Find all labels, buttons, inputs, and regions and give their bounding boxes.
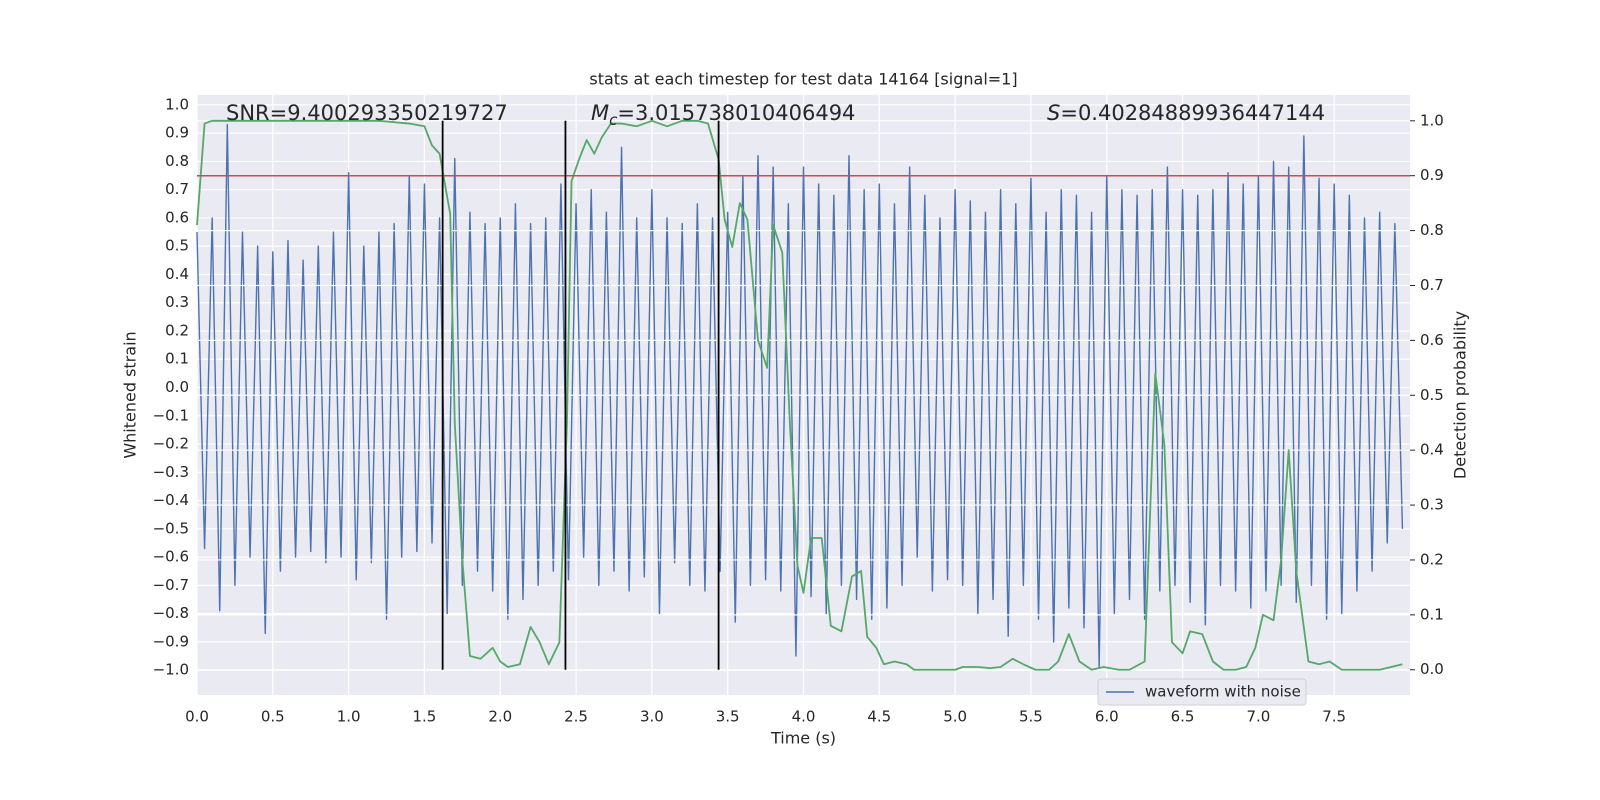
annotation: S=0.40284889936447144	[1047, 101, 1325, 125]
x-tick-label: 5.5	[1019, 708, 1043, 726]
x-tick-label: 1.0	[337, 708, 361, 726]
x-tick-label: 4.5	[867, 708, 891, 726]
y2-tick-label: 0.6	[1420, 331, 1444, 349]
y2-tick-label: 1.0	[1420, 111, 1444, 129]
x-tick-label: 1.5	[413, 708, 437, 726]
chart-title: stats at each timestep for test data 141…	[589, 70, 1017, 89]
x-tick-label: 4.0	[792, 708, 816, 726]
y2-tick-label: 0.8	[1420, 221, 1444, 239]
x-tick-label: 3.5	[716, 708, 740, 726]
x-tick-label: 5.0	[943, 708, 967, 726]
y-tick-label: −0.7	[153, 576, 189, 594]
x-tick-label: 0.5	[261, 708, 285, 726]
x-tick-label: 6.0	[1095, 708, 1119, 726]
y-tick-label: 0.6	[165, 208, 189, 226]
y-tick-label: −0.5	[153, 519, 189, 537]
y-tick-label: −1.0	[153, 661, 189, 679]
y-tick-label: −0.8	[153, 604, 189, 622]
x-tick-label: 0.0	[185, 708, 209, 726]
y-tick-label: 0.4	[165, 265, 189, 283]
y-tick-label: 0.3	[165, 293, 189, 311]
y2-tick-label: 0.1	[1420, 605, 1444, 623]
y2-tick-label: 0.3	[1420, 496, 1444, 514]
legend-box	[1097, 678, 1307, 706]
annotation: Mc=3.015738010406494	[591, 101, 855, 129]
annotation: SNR=9.400293350219727	[226, 101, 508, 125]
y2-tick-label: 0.7	[1420, 276, 1444, 294]
y-tick-label: −0.6	[153, 548, 189, 566]
legend: waveform with noise	[1097, 678, 1307, 706]
y-tick-label: 0.8	[165, 152, 189, 170]
x-tick-label: 2.5	[564, 708, 588, 726]
annotation-text: =3.015738010406494	[617, 101, 855, 125]
x-tick-label: 7.0	[1246, 708, 1270, 726]
y-tick-label: −0.2	[153, 435, 189, 453]
y2-axis-label: Detection probability	[1451, 311, 1470, 479]
legend-label: waveform with noise	[1145, 683, 1301, 701]
y-tick-label: 0.1	[165, 350, 189, 368]
y-tick-label: −0.3	[153, 463, 189, 481]
y-tick-label: 0.2	[165, 321, 189, 339]
y-tick-label: 0.9	[165, 124, 189, 142]
annotation-symbol: M	[591, 101, 609, 125]
x-tick-label: 3.0	[640, 708, 664, 726]
annotation-text: =0.40284889936447144	[1060, 101, 1325, 125]
annotation-text: SNR=9.400293350219727	[226, 101, 508, 125]
y-tick-label: −0.1	[153, 406, 189, 424]
y2-tick-label: 0.0	[1420, 660, 1444, 678]
y-tick-label: 1.0	[165, 95, 189, 113]
x-axis-label: Time (s)	[770, 729, 836, 748]
y-tick-label: −0.9	[153, 632, 189, 650]
x-tick-label: 6.5	[1171, 708, 1195, 726]
x-tick-label: 7.5	[1322, 708, 1346, 726]
y2-tick-label: 0.4	[1420, 441, 1444, 459]
waveform-line	[196, 123, 1404, 668]
y-tick-label: 0.0	[165, 378, 189, 396]
y2-tick-label: 0.5	[1420, 386, 1444, 404]
annotation-subscript: c	[609, 111, 618, 129]
y-tick-label: 0.5	[165, 237, 189, 255]
y2-tick-label: 0.9	[1420, 166, 1444, 184]
y-axis-label: Whitened strain	[121, 331, 140, 458]
y-tick-label: 0.7	[165, 180, 189, 198]
probability-line	[196, 119, 1403, 671]
y2-tick-label: 0.2	[1420, 550, 1444, 568]
y-tick-label: −0.4	[153, 491, 189, 509]
annotation-symbol: S	[1047, 101, 1060, 125]
x-tick-label: 2.0	[488, 708, 512, 726]
